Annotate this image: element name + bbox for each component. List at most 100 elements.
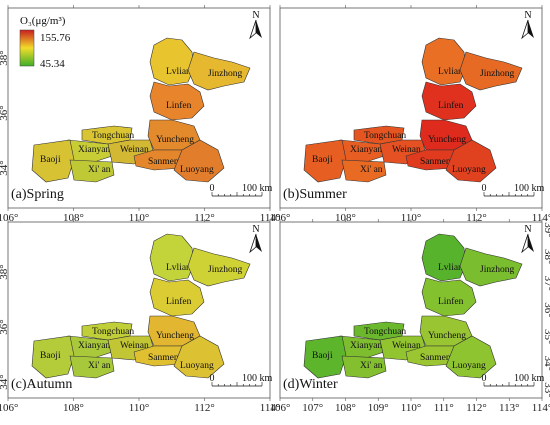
map-panel-2: Lvliang Jinzhong Linfen Tongchuan Xianyang We…: [270, 5, 550, 224]
x-tick-label: 106°: [270, 402, 291, 414]
map-panel-3: Lvliang Jinzhong Linfen Tongchuan Xianyang We…: [0, 219, 280, 414]
north-arrow-icon: [249, 233, 257, 254]
city-label-weinan: Weinan: [392, 145, 421, 155]
north-arrow-icon: [521, 19, 529, 40]
legend-colorbar: [19, 29, 35, 67]
region-linfen: [149, 277, 205, 317]
x-tick-label: 106°: [270, 212, 291, 224]
north-arrow-icon: [256, 234, 262, 252]
city-label-baoji: Baoji: [40, 351, 61, 361]
north-label: N: [524, 224, 531, 235]
city-label-sanmenxia: Sanmenxia: [148, 353, 191, 363]
x-tick-label: 114°: [532, 212, 550, 224]
region-baoji: [31, 139, 75, 183]
x-tick-label: 114°: [260, 212, 281, 224]
north-label: N: [524, 10, 531, 21]
panel-title: (b)Summer: [283, 187, 347, 202]
x-tick-label: 112°: [466, 402, 487, 414]
city-label-sanmenxia: Sanmenxia: [148, 157, 191, 167]
north-arrow-icon: [249, 19, 257, 40]
city-label-jinzhong: Jinzhong: [480, 265, 515, 275]
x-tick-label: 114°: [260, 402, 281, 414]
x-tick-label: 112°: [194, 212, 215, 224]
city-label-yuncheng: Yuncheng: [428, 331, 466, 341]
y-tick-label: 38°: [0, 50, 10, 65]
city-label-xianyang: Xianyang: [350, 341, 387, 351]
city-label-jinzhong: Jinzhong: [480, 69, 515, 79]
city-label-lvliang: Lvliang: [166, 67, 196, 77]
region-jinzhong: [187, 247, 251, 287]
city-label-xian: Xi' an: [88, 361, 111, 371]
x-tick-label: 109°: [368, 402, 389, 414]
north-arrow-icon: [528, 234, 534, 252]
x-tick-label: 110°: [401, 402, 422, 414]
region-luoyang: [173, 139, 225, 183]
city-label-lvliang: Lvliang: [166, 263, 196, 273]
legend-title: O₃(μg/m³): [20, 15, 66, 27]
city-label-luoyang: Luoyang: [452, 165, 486, 175]
y-tick-label: 36°: [0, 105, 10, 120]
region-xian: [341, 355, 387, 379]
x-tick-label: 108°: [63, 402, 84, 414]
x-tick-label: 106°: [0, 402, 18, 414]
y-tick-label-right: 39°: [542, 222, 550, 237]
north-arrow-icon: [521, 233, 529, 254]
scale-end-label: 100 km: [514, 183, 545, 194]
x-tick-label: 108°: [335, 212, 356, 224]
map-panel-4: Lvliang Jinzhong Linfen Tongchuan Xianyang We…: [270, 219, 550, 414]
city-label-xian: Xi' an: [360, 361, 383, 371]
city-label-xianyang: Xianyang: [350, 145, 387, 155]
legend-min-label: 45.34: [40, 58, 65, 70]
region-xian: [341, 159, 387, 183]
panel-title: (d)Winter: [283, 377, 338, 392]
region-group: Lvliang Jinzhong Linfen Tongchuan Xianyang We…: [31, 233, 251, 379]
region-baoji: [303, 335, 347, 379]
legend-max-label: 155.76: [40, 32, 71, 44]
city-label-xianyang: Xianyang: [78, 145, 115, 155]
city-label-tongchuan: Tongchuan: [92, 327, 134, 337]
panel-title: (c)Autumn: [11, 377, 72, 392]
city-label-luoyang: Luoyang: [452, 361, 486, 371]
north-label: N: [252, 224, 259, 235]
region-luoyang: [445, 139, 497, 183]
city-label-lvliang: Lvliang: [438, 67, 468, 77]
x-tick-label: 110°: [401, 212, 422, 224]
city-label-xianyang: Xianyang: [78, 341, 115, 351]
y-tick-label-right: 33°: [542, 382, 550, 397]
city-label-weinan: Weinan: [120, 341, 149, 351]
region-group: Lvliang Jinzhong Linfen Tongchuan Xianyang We…: [31, 37, 251, 183]
y-tick-label-right: 38°: [542, 249, 550, 264]
city-label-yuncheng: Yuncheng: [156, 135, 194, 145]
city-label-linfen: Linfen: [438, 296, 464, 307]
x-tick-label: 112°: [466, 212, 487, 224]
city-label-luoyang: Luoyang: [180, 361, 214, 371]
north-arrow-icon: [528, 20, 534, 38]
scale-start-label: 0: [482, 373, 487, 384]
region-jinzhong: [459, 247, 523, 287]
x-tick-label: 113°: [499, 402, 520, 414]
city-label-jinzhong: Jinzhong: [208, 69, 243, 79]
region-baoji: [303, 139, 347, 183]
city-label-xian: Xi' an: [360, 165, 383, 175]
region-linfen: [421, 81, 477, 121]
x-tick-label: 110°: [129, 402, 150, 414]
city-label-baoji: Baoji: [312, 351, 333, 361]
city-label-sanmenxia: Sanmenxia: [420, 353, 463, 363]
scale-start-label: 0: [210, 373, 215, 384]
region-jinzhong: [459, 51, 523, 91]
y-tick-label: 38°: [0, 264, 10, 279]
y-tick-label: 34°: [0, 374, 10, 389]
region-jinzhong: [187, 51, 251, 91]
city-label-linfen: Linfen: [166, 296, 192, 307]
city-label-weinan: Weinan: [392, 341, 421, 351]
x-tick-label: 106°: [0, 212, 18, 224]
region-linfen: [149, 81, 205, 121]
map-panel-1: Lvliang Jinzhong Linfen Tongchuan Xianyang We…: [0, 5, 280, 224]
scale-start-label: 0: [210, 183, 215, 194]
x-tick-label: 110°: [129, 212, 150, 224]
city-label-linfen: Linfen: [166, 100, 192, 111]
city-label-luoyang: Luoyang: [180, 165, 214, 175]
x-tick-label: 108°: [63, 212, 84, 224]
x-tick-label: 107°: [302, 402, 323, 414]
panel-title: (a)Spring: [11, 187, 64, 202]
